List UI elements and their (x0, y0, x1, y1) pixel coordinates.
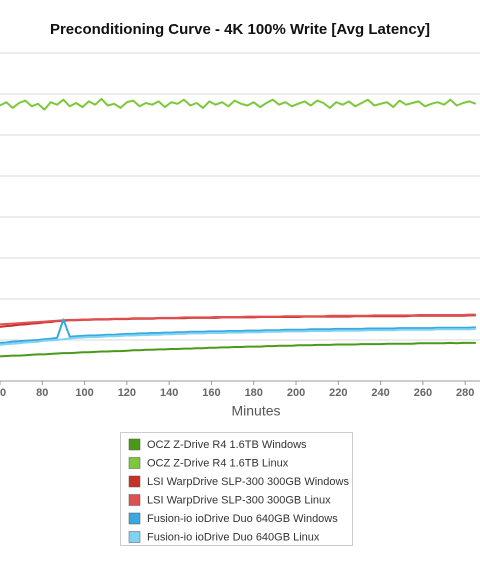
legend-box (120, 432, 353, 546)
legend-label: LSI WarpDrive SLP-300 300GB Windows (147, 476, 349, 488)
x-tick-label: 120 (118, 387, 136, 399)
series-line (0, 327, 476, 346)
legend-label: OCZ Z-Drive R4 1.6TB Windows (147, 439, 307, 451)
x-tick-label: 280 (456, 387, 474, 399)
x-tick-label: 60 (0, 387, 6, 399)
x-axis-label: Minutes (231, 403, 280, 419)
legend-swatch (128, 475, 141, 488)
legend-label: Fusion-io ioDrive Duo 640GB Linux (147, 531, 320, 543)
x-tick-label: 260 (414, 387, 432, 399)
x-tick-label: 160 (202, 387, 220, 399)
legend-label: OCZ Z-Drive R4 1.6TB Linux (147, 457, 289, 469)
legend-swatch (128, 438, 141, 451)
legend-swatch (128, 457, 141, 469)
legend-swatch (128, 494, 141, 506)
series-line (0, 341, 476, 358)
x-tick-label: 220 (329, 387, 347, 399)
series-line (0, 97, 477, 111)
x-tick-label: 240 (371, 387, 389, 399)
series-line (0, 313, 476, 326)
x-tick-label: 140 (160, 387, 178, 399)
x-tick-label: 200 (287, 387, 305, 399)
legend-swatch (128, 512, 141, 525)
x-tick-label: 100 (75, 387, 93, 399)
x-tick-label: 80 (36, 387, 48, 399)
legend-swatch (128, 531, 141, 543)
x-tick-label: 180 (245, 387, 263, 399)
legend-label: LSI WarpDrive SLP-300 300GB Linux (147, 494, 331, 506)
chart-title: Preconditioning Curve - 4K 100% Write [A… (50, 21, 430, 38)
legend-label: Fusion-io ioDrive Duo 640GB Windows (147, 513, 338, 525)
series-line (0, 318, 476, 344)
